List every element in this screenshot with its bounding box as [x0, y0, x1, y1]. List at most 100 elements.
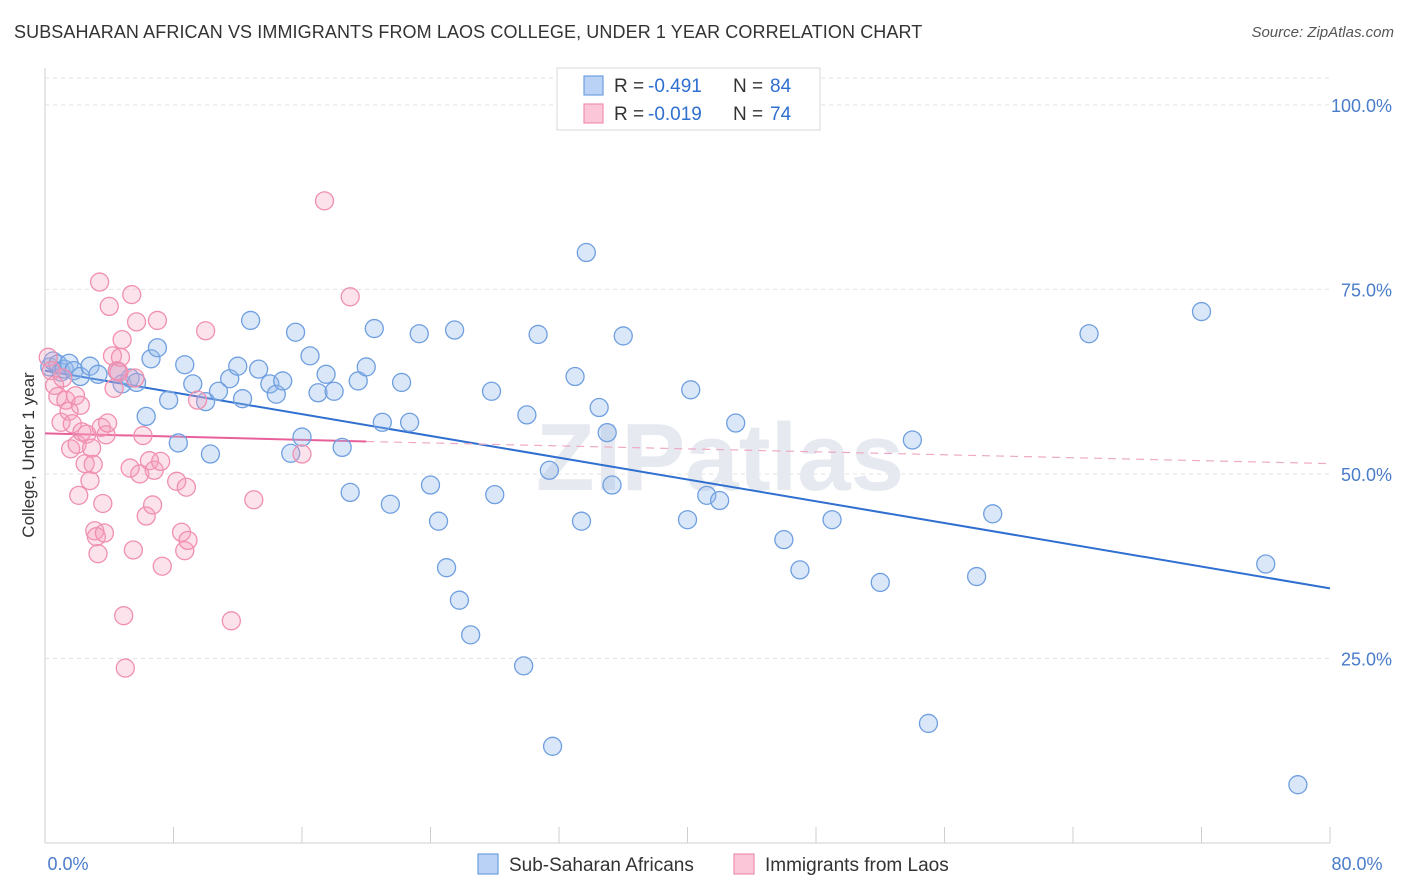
- point-laos: [292, 444, 312, 464]
- point-sub-saharan: [380, 494, 400, 514]
- point-sub-saharan: [681, 380, 701, 400]
- axes: [44, 68, 1331, 844]
- point-sub-saharan: [200, 444, 221, 464]
- point-laos: [126, 312, 147, 332]
- point-laos: [102, 346, 123, 366]
- tick-labels: 100.0% 75.0% 50.0% 25.0% 0.0% 80.0%: [47, 96, 1392, 874]
- point-sub-saharan: [208, 381, 229, 401]
- trend-line-laos: [44, 432, 367, 443]
- point-laos: [97, 413, 118, 433]
- point-sub-saharan: [147, 338, 168, 358]
- point-laos: [70, 395, 90, 415]
- point-laos: [152, 556, 172, 576]
- point-sub-saharan: [308, 383, 328, 403]
- point-sub-saharan: [399, 412, 420, 432]
- point-sub-saharan: [902, 430, 923, 450]
- legend-r-label-2: R =: [614, 104, 644, 125]
- legend-bottom: Sub-Saharan Africans Immigrants from Lao…: [477, 853, 949, 876]
- point-laos: [56, 390, 76, 410]
- point-sub-saharan: [195, 391, 216, 412]
- point-sub-saharan: [141, 349, 161, 369]
- point-sub-saharan: [1191, 301, 1212, 322]
- point-sub-saharan: [420, 475, 441, 495]
- bottom-legend-swatch-pink: [733, 853, 755, 875]
- point-laos: [340, 287, 360, 307]
- point-sub-saharan: [332, 437, 352, 458]
- chart-title: SUBSAHARAN AFRICAN VS IMMIGRANTS FROM LA…: [14, 22, 923, 42]
- trend-line-sub-saharan: [44, 369, 1331, 590]
- point-laos: [80, 470, 100, 491]
- point-laos: [122, 284, 142, 305]
- point-sub-saharan: [88, 364, 108, 384]
- point-sub-saharan: [542, 736, 563, 756]
- point-sub-saharan: [300, 346, 320, 366]
- point-sub-saharan: [461, 625, 481, 645]
- y-tick-label: 100.0%: [1331, 96, 1392, 116]
- point-laos: [69, 485, 89, 506]
- point-sub-saharan: [517, 405, 537, 425]
- y-tick-label: 75.0%: [1341, 280, 1392, 300]
- point-laos: [88, 544, 108, 564]
- bottom-legend-label-pink: Immigrants from Laos: [765, 855, 949, 876]
- point-sub-saharan: [159, 390, 179, 410]
- point-laos: [104, 378, 124, 398]
- point-laos: [115, 658, 135, 678]
- point-laos: [62, 414, 82, 434]
- point-sub-saharan: [228, 356, 248, 376]
- point-sub-saharan: [168, 433, 188, 453]
- bottom-legend-swatch-blue: [477, 853, 499, 875]
- point-sub-saharan: [918, 713, 939, 734]
- point-sub-saharan: [565, 366, 585, 387]
- legend-n-label-1: N =: [733, 76, 763, 97]
- point-laos: [94, 523, 115, 543]
- point-sub-saharan: [372, 412, 392, 432]
- point-laos: [93, 493, 113, 514]
- point-sub-saharan: [240, 310, 261, 331]
- point-laos: [133, 425, 153, 446]
- point-laos: [53, 368, 73, 388]
- point-sub-saharan: [292, 427, 312, 447]
- source-label: Source: ZipAtlas.com: [1251, 24, 1394, 41]
- point-sub-saharan: [136, 406, 156, 427]
- point-laos: [176, 477, 197, 497]
- point-sub-saharan: [273, 371, 293, 391]
- point-sub-saharan: [539, 460, 560, 480]
- point-laos: [44, 375, 65, 396]
- point-sub-saharan: [709, 490, 730, 511]
- point-laos: [65, 386, 86, 406]
- point-laos: [41, 360, 62, 381]
- point-laos: [314, 191, 335, 211]
- point-sub-saharan: [485, 484, 505, 505]
- point-laos: [136, 506, 156, 526]
- point-laos: [81, 438, 102, 458]
- point-laos: [120, 458, 140, 478]
- point-sub-saharan: [602, 475, 622, 495]
- point-laos: [114, 606, 134, 626]
- point-sub-saharan: [726, 413, 746, 433]
- point-sub-saharan: [436, 558, 457, 578]
- legend-r-label-1: R =: [614, 76, 644, 97]
- point-laos: [89, 272, 110, 292]
- trend-line-laos-extension: [366, 440, 1331, 465]
- x-tick-label-start: 0.0%: [47, 854, 88, 874]
- point-laos: [125, 368, 145, 388]
- point-laos: [112, 329, 132, 350]
- point-sub-saharan: [481, 381, 502, 401]
- point-sub-saharan: [428, 511, 449, 531]
- point-laos: [99, 296, 119, 317]
- point-sub-saharan: [340, 482, 360, 503]
- legend-top: R = -0.491 N = 84 R = -0.019 N = 74: [556, 67, 821, 131]
- point-sub-saharan: [983, 504, 1003, 524]
- point-laos: [221, 611, 241, 631]
- y-tick-label: 25.0%: [1341, 649, 1392, 669]
- point-sub-saharan: [1256, 554, 1276, 574]
- point-sub-saharan: [391, 372, 412, 393]
- point-sub-saharan: [597, 422, 617, 443]
- point-laos: [167, 471, 187, 491]
- point-laos: [178, 530, 198, 551]
- point-laos: [195, 321, 216, 341]
- point-sub-saharan: [571, 511, 592, 531]
- point-sub-saharan: [774, 529, 794, 550]
- point-laos: [83, 454, 103, 475]
- point-sub-saharan: [232, 389, 253, 409]
